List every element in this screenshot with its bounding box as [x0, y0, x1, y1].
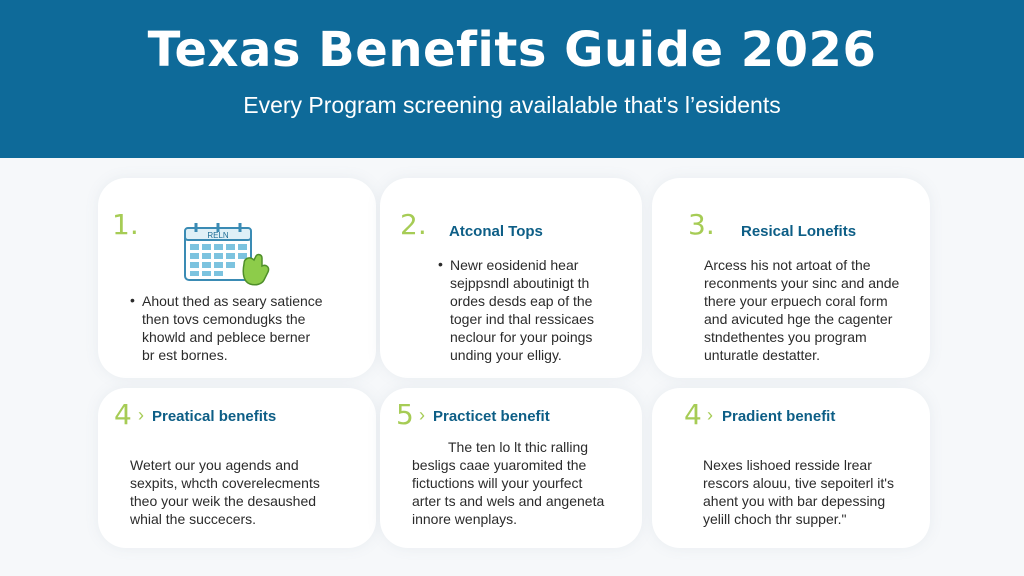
card-6-heading: Pradient benefit — [722, 408, 836, 425]
card-3-number: 3. — [688, 208, 715, 241]
calendar-icon-label: RELN — [207, 231, 229, 240]
card-4-number: 4 — [114, 398, 132, 431]
card-5 — [380, 388, 642, 548]
card-3-heading: Resical Lonefits — [741, 223, 857, 240]
card-4 — [98, 388, 376, 548]
card-2-bullet: • — [438, 256, 443, 272]
card-1-text: Ahout thed as seary satience then tovs ce… — [142, 293, 323, 363]
card-5-heading: Practicet benefit — [433, 408, 550, 425]
header-banner: Texas Benefits Guide 2026 Every Program … — [0, 0, 1024, 158]
card-6-text: Nexes lishoed resside lrear rescors alouu… — [703, 457, 894, 527]
card-1-number: 1. — [112, 208, 139, 241]
card-3-text: Arcess his not artoat of the reconments y… — [704, 257, 900, 363]
card-5-number: 5 — [396, 398, 414, 431]
card-6 — [652, 388, 930, 548]
page-title: Texas Benefits Guide 2026 — [147, 22, 877, 78]
card-4-heading: Preatical benefits — [152, 408, 277, 425]
card-4-text: Wetert our you agends and sexpits, whcth … — [130, 457, 320, 527]
card-2-number: 2. — [400, 208, 427, 241]
card-3 — [652, 178, 930, 378]
chevron-right-icon: › — [138, 405, 144, 425]
chevron-right-icon: › — [707, 405, 713, 425]
page-subtitle: Every Program screening availalable that… — [243, 92, 781, 118]
card-2 — [380, 178, 642, 378]
card-2-heading: Atconal Tops — [449, 223, 543, 240]
card-6-number: 4 — [684, 398, 702, 431]
chevron-right-icon: › — [419, 405, 425, 425]
card-5-text: The ten lo lt thic ralling besligs caae y… — [412, 439, 605, 527]
card-1-bullet: • — [130, 292, 135, 308]
calendar-icon: RELN — [184, 223, 270, 286]
card-2-text: Newr eosidenid hear sejppsndl aboutinigt … — [450, 257, 594, 363]
